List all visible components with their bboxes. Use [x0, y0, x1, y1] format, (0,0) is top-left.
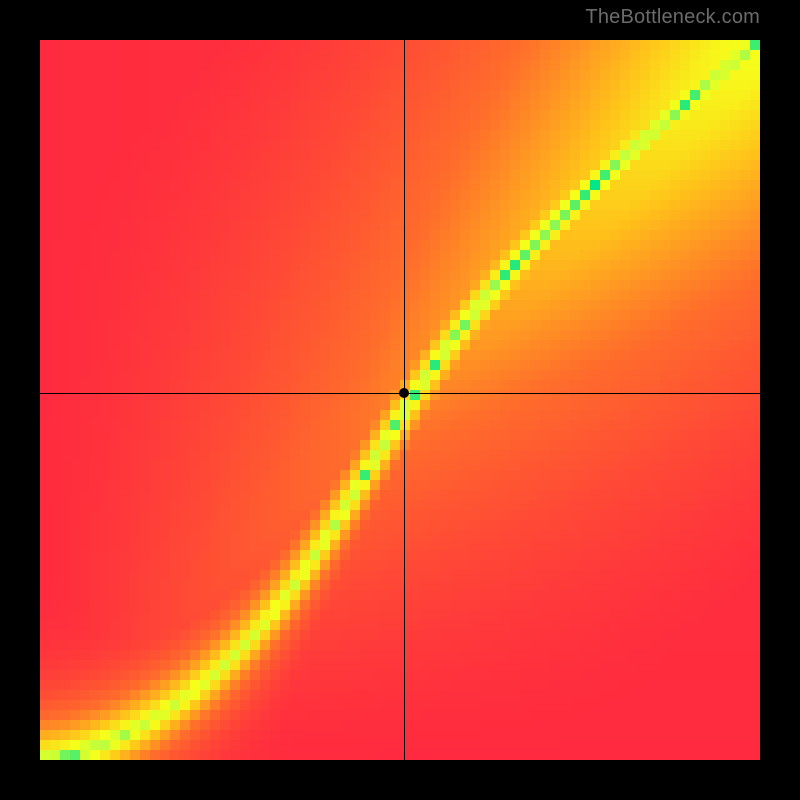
bottleneck-heatmap: [40, 40, 760, 760]
crosshair-marker: [399, 388, 409, 398]
heatmap-svg: [40, 40, 760, 760]
watermark-text: TheBottleneck.com: [585, 6, 760, 29]
crosshair-vertical: [404, 40, 405, 760]
